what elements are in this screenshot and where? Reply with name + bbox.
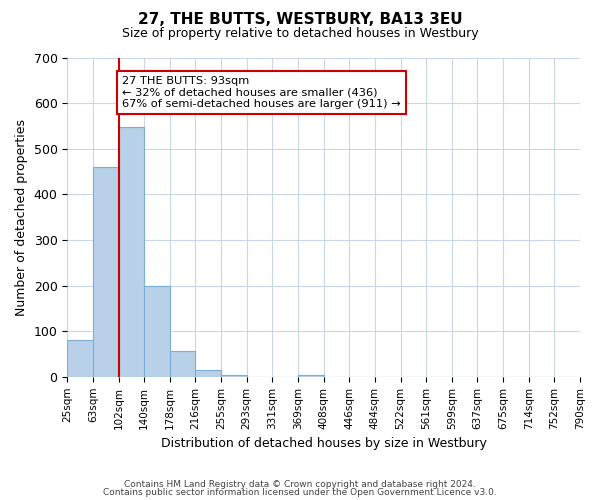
Bar (93, 167, 119, 377)
Bar (144, 286, 170, 377)
Text: Contains public sector information licensed under the Open Government Licence v3: Contains public sector information licen… (103, 488, 497, 497)
Bar (119, 127, 144, 377)
Bar (196, 370, 221, 377)
Bar (298, 376, 323, 377)
X-axis label: Distribution of detached houses by size in Westbury: Distribution of detached houses by size … (161, 437, 487, 450)
Text: Contains HM Land Registry data © Crown copyright and database right 2024.: Contains HM Land Registry data © Crown c… (124, 480, 476, 489)
Text: 27, THE BUTTS, WESTBURY, BA13 3EU: 27, THE BUTTS, WESTBURY, BA13 3EU (137, 12, 463, 28)
Y-axis label: Number of detached properties: Number of detached properties (15, 118, 28, 316)
Bar (170, 351, 196, 377)
Bar (221, 376, 247, 377)
Text: Size of property relative to detached houses in Westbury: Size of property relative to detached ho… (122, 28, 478, 40)
Text: 27 THE BUTTS: 93sqm
← 32% of detached houses are smaller (436)
67% of semi-detac: 27 THE BUTTS: 93sqm ← 32% of detached ho… (122, 76, 401, 109)
Bar (67, 340, 93, 377)
